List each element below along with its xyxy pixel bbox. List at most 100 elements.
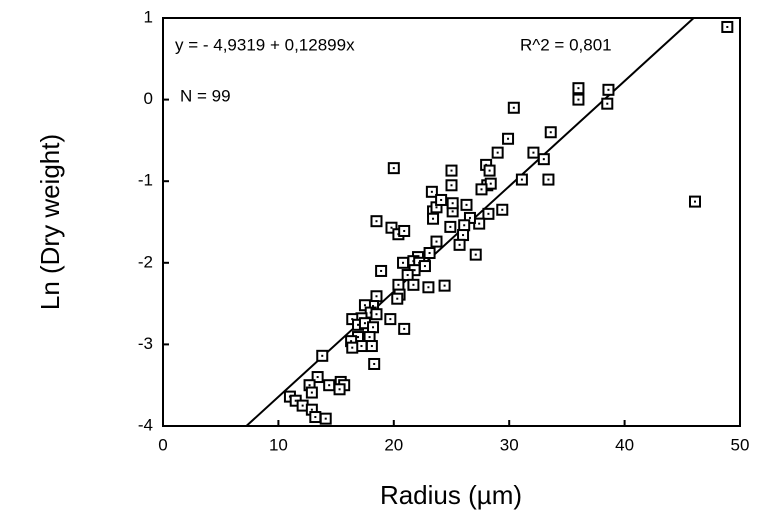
point	[422, 281, 435, 294]
y-axis-title: Ln (Dry weight)	[35, 134, 65, 310]
point	[305, 386, 318, 399]
point	[401, 269, 414, 282]
r-squared: R^2 = 0,801	[520, 35, 612, 54]
point	[370, 290, 383, 303]
point-dot	[413, 269, 416, 272]
point	[527, 146, 540, 159]
point	[385, 221, 398, 234]
point-dot	[474, 253, 477, 256]
point	[427, 212, 440, 225]
x-tick-label: 10	[269, 435, 288, 454]
equation: y = - 4,9319 + 0,12899x	[175, 35, 355, 54]
point	[435, 193, 448, 206]
point-dot	[549, 131, 552, 134]
point	[515, 173, 528, 186]
point	[418, 260, 431, 273]
point-dot	[397, 283, 400, 286]
point-dot	[428, 252, 431, 255]
point-dot	[310, 408, 313, 411]
point-dot	[351, 346, 354, 349]
point-dot	[390, 226, 393, 229]
point	[457, 229, 470, 242]
point-dot	[450, 169, 453, 172]
point-dot	[403, 327, 406, 330]
y-tick-label: -4	[138, 415, 153, 434]
point-dot	[363, 304, 366, 307]
point	[502, 132, 515, 145]
point-dot	[577, 87, 580, 90]
point-dot	[402, 261, 405, 264]
point-dot	[375, 295, 378, 298]
point-dot	[489, 182, 492, 185]
point	[391, 292, 404, 305]
point	[458, 219, 471, 232]
point-dot	[372, 305, 375, 308]
point	[430, 235, 443, 248]
point-dot	[357, 323, 360, 326]
point-dot	[462, 234, 465, 237]
point-dot	[520, 178, 523, 181]
point-dot	[480, 188, 483, 191]
point-dot	[532, 151, 535, 154]
point	[475, 183, 488, 196]
point	[397, 256, 410, 269]
point	[460, 198, 473, 211]
point	[572, 93, 585, 106]
point-dot	[324, 417, 327, 420]
point-dot	[368, 336, 371, 339]
point-dot	[375, 220, 378, 223]
point	[316, 349, 329, 362]
point-dot	[389, 318, 392, 321]
point-dot	[449, 225, 452, 228]
point	[446, 197, 459, 210]
point-dot	[547, 178, 550, 181]
point-dot	[430, 190, 433, 193]
point	[601, 97, 614, 110]
point-dot	[435, 206, 438, 209]
point-dot	[606, 102, 609, 105]
point-dot	[478, 222, 481, 225]
point-dot	[328, 384, 331, 387]
point	[384, 313, 397, 326]
point	[365, 340, 378, 353]
y-tick-label: -3	[138, 334, 153, 353]
point-dot	[577, 98, 580, 101]
point	[602, 83, 615, 96]
point	[375, 264, 388, 277]
point	[482, 207, 495, 220]
point	[425, 185, 438, 198]
point-dot	[412, 283, 415, 286]
y-tick-label: -1	[138, 171, 153, 190]
point-dot	[435, 240, 438, 243]
point-dot	[375, 313, 378, 316]
point-dot	[403, 229, 406, 232]
point-dot	[693, 200, 696, 203]
point	[370, 308, 383, 321]
point-dot	[726, 25, 729, 28]
y-tick-label: 0	[144, 89, 153, 108]
point-dot	[314, 416, 317, 419]
point	[319, 412, 332, 425]
x-tick-label: 20	[384, 435, 403, 454]
point-dot	[432, 217, 435, 220]
point-dot	[440, 198, 443, 201]
point	[423, 247, 436, 260]
x-tick-label: 30	[500, 435, 519, 454]
point	[483, 164, 496, 177]
point	[323, 379, 336, 392]
point	[367, 321, 380, 334]
point-dot	[465, 203, 468, 206]
point-dot	[463, 224, 466, 227]
n-count: N = 99	[180, 86, 231, 105]
point	[542, 173, 555, 186]
point-dot	[451, 202, 454, 205]
point	[368, 357, 381, 370]
point-dot	[380, 269, 383, 272]
point-dot	[443, 284, 446, 287]
point	[469, 248, 482, 261]
point-dot	[321, 354, 324, 357]
point-dot	[392, 167, 395, 170]
point-dot	[360, 345, 363, 348]
point-dot	[396, 297, 399, 300]
point-dot	[450, 184, 453, 187]
